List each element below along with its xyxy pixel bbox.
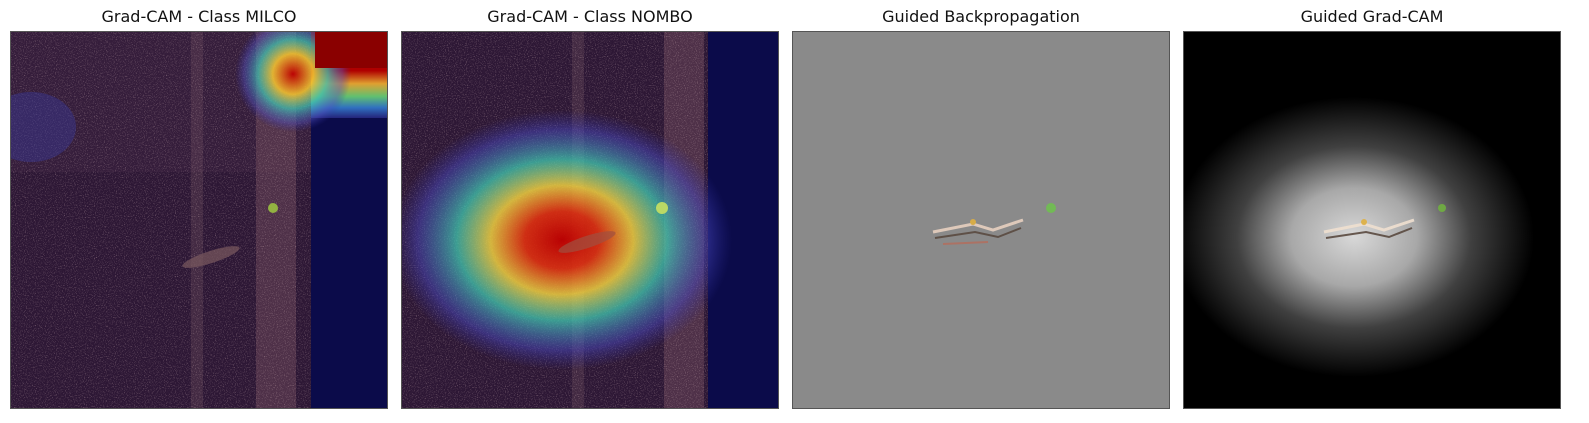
guided-backprop-image — [792, 31, 1170, 409]
panel-gradcam-nombo: Grad-CAM - Class NOMBO — [401, 0, 779, 423]
guided-gradcam-image — [1183, 31, 1561, 409]
panel-title: Guided Backpropagation — [882, 7, 1080, 26]
panel-guided-gradcam: Guided Grad-CAM — [1183, 0, 1561, 423]
panel-title: Guided Grad-CAM — [1300, 7, 1444, 26]
panel-gradcam-milco: Grad-CAM - Class MILCO — [10, 0, 388, 423]
gradcam-milco-image — [10, 31, 388, 409]
panel-guided-backprop: Guided Backpropagation — [792, 0, 1170, 423]
panel-title: Grad-CAM - Class MILCO — [101, 7, 297, 26]
gradcam-nombo-image — [401, 31, 779, 409]
panel-title: Grad-CAM - Class NOMBO — [487, 7, 693, 26]
